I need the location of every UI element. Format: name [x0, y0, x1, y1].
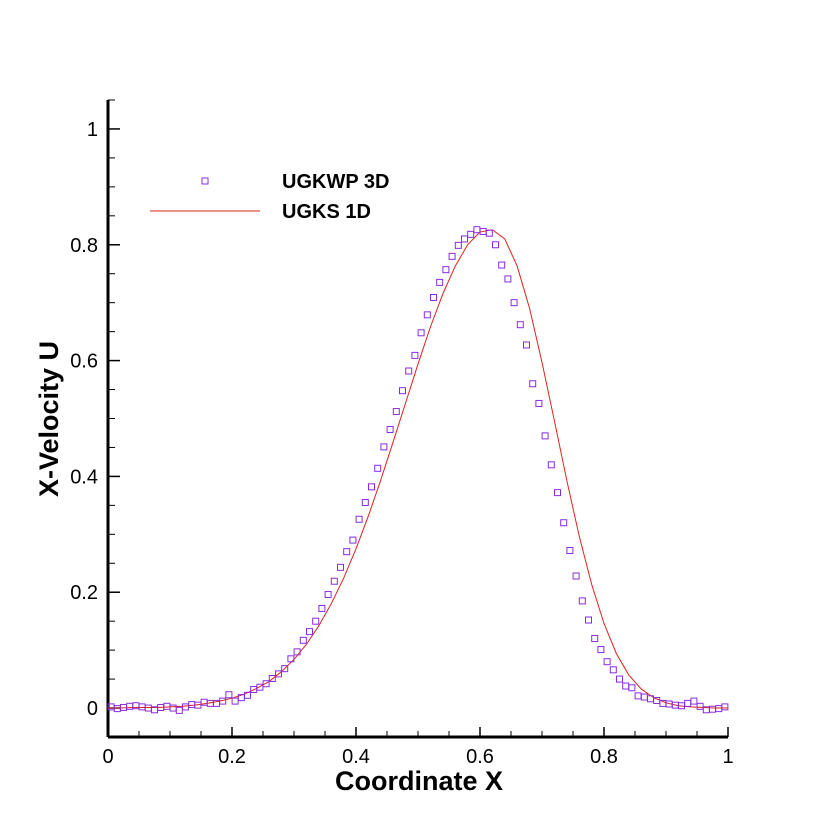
marker-series-layer: [107, 226, 729, 714]
data-point-ugkwp-3d: [529, 380, 537, 388]
data-point-ugkwp-3d: [380, 443, 388, 451]
data-point-ugkwp-3d: [609, 666, 617, 674]
data-point-ugkwp-3d: [355, 515, 363, 523]
data-point-ugkwp-3d: [467, 230, 475, 238]
data-point-ugkwp-3d: [287, 655, 295, 663]
x-tick-label: 0.8: [590, 746, 618, 768]
ticks: 0 0.2 0.4 0.6 0.8 1 0 0.2 0.4 0.6 0.8 1: [70, 99, 734, 768]
data-point-ugkwp-3d: [541, 432, 549, 440]
legend: UGKWP 3D UGKS 1D: [150, 171, 389, 223]
data-point-ugkwp-3d: [392, 408, 400, 416]
data-point-ugkwp-3d: [628, 684, 636, 692]
x-axis-title: Coordinate X: [335, 766, 503, 796]
data-point-ugkwp-3d: [417, 329, 425, 337]
y-tick-label: 0: [87, 698, 98, 720]
data-point-ugkwp-3d: [399, 387, 406, 395]
data-point-ugkwp-3d: [547, 461, 555, 469]
y-tick-label: 0.6: [70, 351, 98, 373]
x-tick-label: 0.4: [342, 746, 370, 768]
data-point-ugkwp-3d: [516, 321, 524, 329]
x-tick-label: 0.6: [466, 746, 494, 768]
data-point-ugkwp-3d: [293, 648, 301, 656]
legend-label-ugkwp-3d: UGKWP 3D: [282, 171, 389, 193]
data-point-ugkwp-3d: [578, 597, 586, 605]
data-point-ugkwp-3d: [721, 703, 729, 711]
data-point-ugkwp-3d: [386, 426, 394, 433]
data-point-ugkwp-3d: [312, 617, 320, 625]
data-point-ugkwp-3d: [461, 235, 468, 243]
data-point-ugkwp-3d: [690, 697, 698, 705]
data-point-ugkwp-3d: [523, 341, 530, 349]
data-point-ugkwp-3d: [405, 367, 413, 375]
data-point-ugkwp-3d: [219, 697, 227, 705]
x-tick-label: 0: [102, 746, 113, 768]
data-point-ugkwp-3d: [330, 577, 338, 585]
y-tick-label: 0.2: [70, 582, 98, 604]
data-point-ugkwp-3d: [566, 547, 574, 555]
data-point-ugkwp-3d: [504, 275, 512, 283]
data-point-ugkwp-3d: [299, 636, 307, 644]
line-series-layer: [108, 229, 728, 709]
legend-label-ugks-1d: UGKS 1D: [282, 201, 371, 223]
data-point-ugkwp-3d: [262, 680, 270, 688]
data-point-ugkwp-3d: [591, 635, 599, 643]
line-series-ugks-1d: [108, 229, 728, 709]
data-point-ugkwp-3d: [411, 351, 419, 359]
data-point-ugkwp-3d: [585, 616, 592, 624]
data-point-ugkwp-3d: [337, 563, 344, 571]
data-point-ugkwp-3d: [225, 691, 233, 699]
data-point-ugkwp-3d: [368, 483, 375, 491]
y-tick-label: 0.4: [70, 466, 98, 488]
y-tick-label: 0.8: [70, 235, 98, 257]
x-tick-label: 0.2: [218, 746, 246, 768]
data-point-ugkwp-3d: [324, 591, 332, 599]
y-tick-label: 1: [87, 119, 98, 141]
data-point-ugkwp-3d: [510, 299, 518, 307]
data-point-ugkwp-3d: [374, 464, 382, 472]
x-tick-label: 1: [722, 746, 733, 768]
y-axis-title: X-Velocity U: [34, 341, 64, 497]
data-point-ugkwp-3d: [560, 519, 568, 527]
data-point-ugkwp-3d: [448, 252, 456, 260]
data-point-ugkwp-3d: [492, 241, 499, 249]
data-point-ugkwp-3d: [306, 628, 313, 636]
data-point-ugkwp-3d: [349, 536, 357, 544]
data-point-ugkwp-3d: [454, 241, 462, 249]
data-point-ugkwp-3d: [597, 646, 605, 654]
data-point-ugkwp-3d: [572, 572, 580, 580]
data-point-ugkwp-3d: [343, 548, 351, 556]
data-point-ugkwp-3d: [268, 675, 276, 683]
data-point-ugkwp-3d: [436, 278, 444, 286]
data-point-ugkwp-3d: [423, 311, 431, 319]
data-point-ugkwp-3d: [535, 399, 543, 407]
data-point-ugkwp-3d: [603, 658, 611, 666]
data-point-ugkwp-3d: [281, 665, 289, 673]
data-point-ugkwp-3d: [318, 604, 326, 612]
data-point-ugkwp-3d: [442, 266, 450, 274]
data-point-ugkwp-3d: [361, 498, 369, 506]
data-point-ugkwp-3d: [498, 261, 506, 269]
data-point-ugkwp-3d: [430, 293, 437, 301]
legend-marker-ugkwp-3d: [201, 177, 209, 185]
data-point-ugkwp-3d: [485, 229, 493, 237]
data-point-ugkwp-3d: [275, 670, 282, 678]
data-point-ugkwp-3d: [616, 675, 623, 683]
data-point-ugkwp-3d: [244, 691, 251, 699]
data-point-ugkwp-3d: [554, 489, 561, 497]
